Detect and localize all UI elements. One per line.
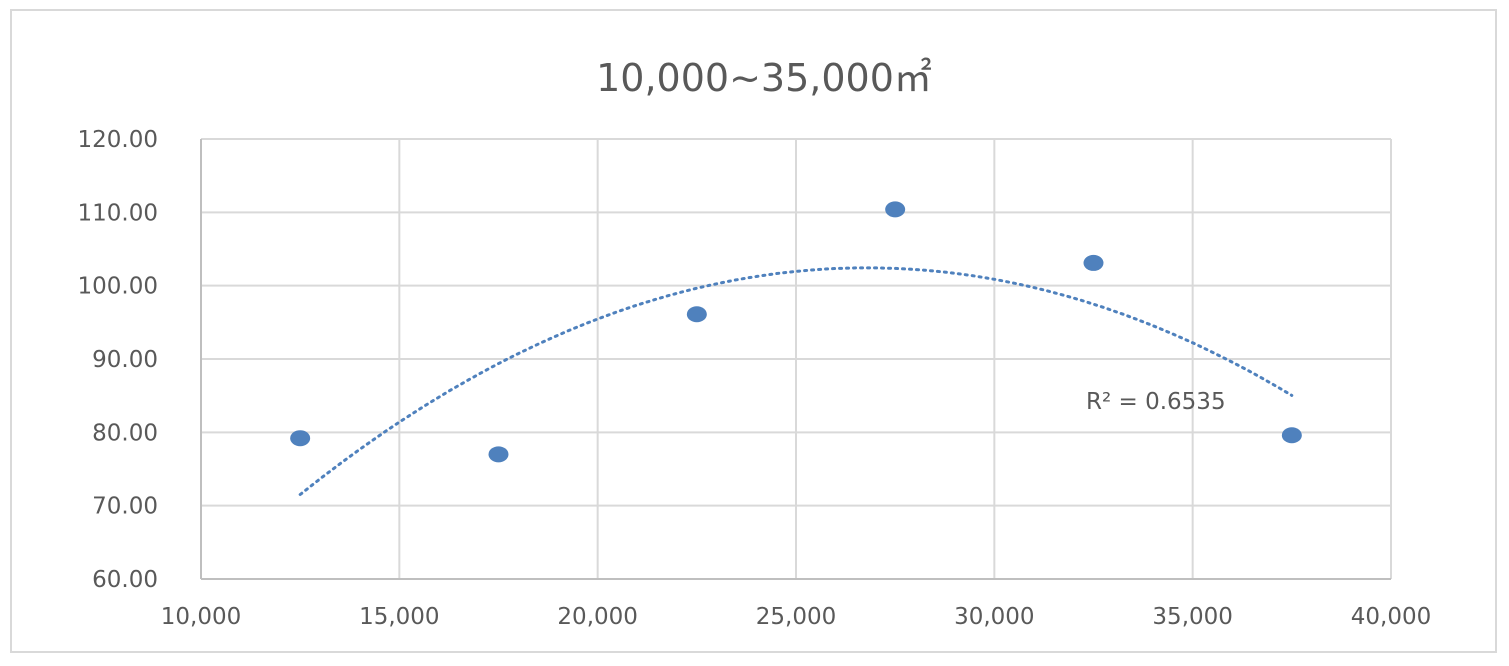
x-tick-label: 35,000 <box>1152 604 1232 630</box>
x-tick-label: 20,000 <box>557 604 637 630</box>
chart-area: 10,000~35,000㎡ 10,000 15,000 20,000 25,000 3… <box>10 9 1497 653</box>
scatter-point <box>686 306 707 323</box>
scatter-point <box>1281 427 1302 444</box>
scatter-point <box>488 446 509 463</box>
y-tick-label: 100.00 <box>78 274 158 300</box>
data-points <box>290 201 1302 463</box>
y-tick-label: 60.00 <box>92 567 158 593</box>
gridlines <box>201 138 1392 579</box>
axes <box>200 139 1391 580</box>
x-tick-label: 40,000 <box>1351 604 1431 630</box>
scatter-point <box>1083 254 1104 271</box>
y-tick-label: 80.00 <box>92 420 158 446</box>
scatter-chart: 10,000~35,000㎡ 10,000 15,000 20,000 25,000 3… <box>78 56 1432 630</box>
scatter-point <box>290 430 311 447</box>
trendline-group <box>298 266 1294 496</box>
y-tick-label: 70.00 <box>92 494 158 520</box>
x-tick-label: 30,000 <box>954 604 1034 630</box>
scatter-point <box>885 201 906 218</box>
chart-title: 10,000~35,000㎡ <box>596 56 932 100</box>
x-tick-label: 10,000 <box>161 604 241 630</box>
y-tick-label: 120.00 <box>78 127 158 153</box>
y-tick-label: 90.00 <box>92 347 158 373</box>
x-tick-label: 25,000 <box>756 604 836 630</box>
x-tick-label: 15,000 <box>359 604 439 630</box>
tick-labels: 10,000 15,000 20,000 25,000 30,000 35,000 40,0… <box>78 127 1432 630</box>
trendline-r2-label: R² = 0.6535 <box>1086 389 1226 415</box>
y-tick-label: 110.00 <box>78 200 158 226</box>
trendline <box>298 266 1294 496</box>
